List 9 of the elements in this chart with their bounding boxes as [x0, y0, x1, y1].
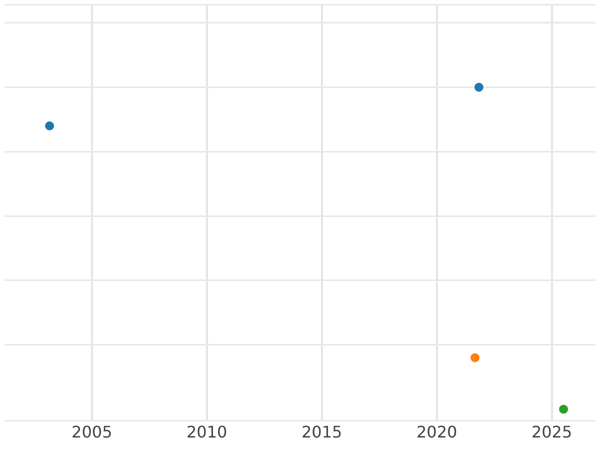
x-tick-label: 2025 [531, 422, 572, 442]
point [559, 404, 568, 414]
point [45, 121, 54, 130]
x-tick-label: 2010 [186, 422, 228, 442]
x-tick-label: 2015 [301, 422, 342, 442]
x-tick-label: 2005 [72, 422, 112, 442]
point [474, 82, 484, 92]
point [470, 353, 480, 362]
x-tick-label: 2020 [416, 422, 458, 442]
